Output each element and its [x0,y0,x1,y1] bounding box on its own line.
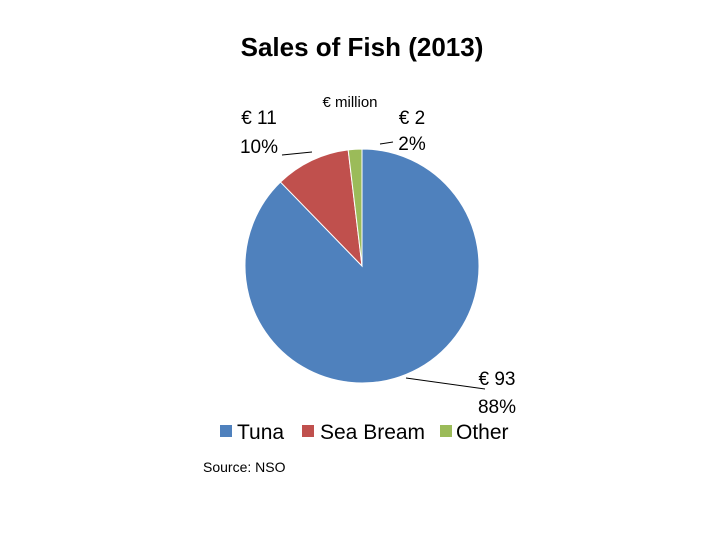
source-note: Source: NSO [203,459,286,475]
legend-label-tuna: Tuna [237,421,284,444]
leader-line-other [379,141,394,145]
legend-swatch-sea-bream [302,425,314,437]
chart-title: Sales of Fish (2013) [241,32,484,62]
data-label-sea-bream-value: € 11 [241,108,277,129]
data-label-other-percent: 2% [398,134,426,155]
data-label-other-value: € 2 [399,108,425,129]
unit-label: € million [322,94,377,111]
data-label-tuna-value: € 93 [479,369,516,390]
pie-slice-sea-bream [279,149,363,268]
data-label-sea-bream-percent: 10% [240,137,278,158]
leader-line-tuna [405,377,486,390]
legend: Tuna Sea Bream Other [220,421,509,444]
legend-label-other: Other [456,421,509,444]
legend-label-sea-bream: Sea Bream [320,421,425,444]
pie-slice-other [347,148,363,267]
legend-swatch-tuna [220,425,232,437]
legend-swatch-other [440,425,452,437]
data-label-tuna-percent: 88% [478,397,516,418]
leader-line-sea-bream [281,151,313,156]
pie-slices [244,148,480,384]
